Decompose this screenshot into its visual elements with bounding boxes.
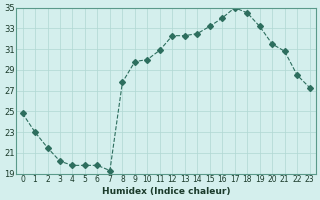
X-axis label: Humidex (Indice chaleur): Humidex (Indice chaleur) — [102, 187, 230, 196]
